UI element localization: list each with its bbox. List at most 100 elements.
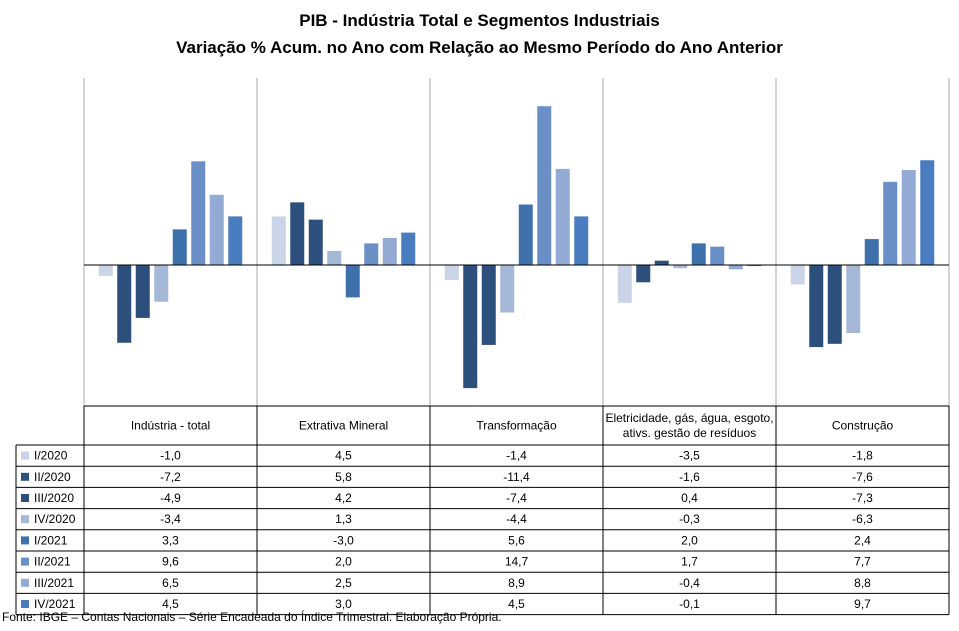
bar-constru-o-i-2021 bbox=[864, 239, 879, 265]
bar-constru-o-ii-2021 bbox=[883, 181, 898, 265]
data-label-ind-stria-total-ii-2020: -7,2 bbox=[160, 470, 181, 484]
data-label-eletricidade-g-s-gua-esgoto-ativs-gest-o-de-res-duos-ii-2021: 1,7 bbox=[681, 555, 698, 569]
bar-ind-stria-total-ii-2020 bbox=[117, 265, 132, 343]
data-label-extrativa-mineral-i-2021: -3,0 bbox=[333, 533, 354, 547]
legend-swatch-iv-2021 bbox=[21, 600, 29, 608]
data-label-eletricidade-g-s-gua-esgoto-ativs-gest-o-de-res-duos-iv-2021: -0,1 bbox=[679, 597, 700, 611]
legend-label-ii-2021: II/2021 bbox=[34, 555, 71, 569]
bar-eletricidade-g-s-gua-esgoto-ativs-gest-o-de-res-duos-iii-2021 bbox=[728, 265, 743, 270]
bar-extrativa-mineral-i-2020 bbox=[271, 216, 286, 265]
bar-constru-o-iii-2021 bbox=[901, 169, 916, 265]
data-label-ind-stria-total-i-2020: -1,0 bbox=[160, 449, 181, 463]
data-label-constru-o-ii-2020: -7,6 bbox=[852, 470, 873, 484]
data-label-extrativa-mineral-i-2020: 4,5 bbox=[335, 449, 352, 463]
data-label-extrativa-mineral-iii-2020: 4,2 bbox=[335, 491, 352, 505]
bar-extrativa-mineral-iii-2020 bbox=[308, 219, 323, 265]
data-label-extrativa-mineral-ii-2021: 2,0 bbox=[335, 555, 352, 569]
bar-transforma-o-ii-2021 bbox=[537, 106, 552, 266]
data-label-ind-stria-total-iii-2021: 6,5 bbox=[162, 576, 179, 590]
legend-swatch-iv-2020 bbox=[21, 515, 29, 524]
data-label-transforma-o-ii-2021: 14,7 bbox=[505, 555, 529, 569]
data-label-extrativa-mineral-iii-2021: 2,5 bbox=[335, 576, 352, 590]
legend-swatch-ii-2020 bbox=[21, 472, 29, 481]
bar-ind-stria-total-iii-2020 bbox=[135, 265, 150, 318]
category-label-ind-stria-total: Indústria - total bbox=[131, 419, 210, 433]
bar-transforma-o-iv-2020 bbox=[500, 265, 515, 313]
data-label-constru-o-iv-2021: 9,7 bbox=[854, 597, 871, 611]
data-label-ind-stria-total-iii-2020: -4,9 bbox=[160, 491, 181, 505]
bar-ind-stria-total-i-2020 bbox=[98, 265, 113, 276]
data-label-ind-stria-total-ii-2021: 9,6 bbox=[162, 555, 179, 569]
data-label-extrativa-mineral-ii-2020: 5,8 bbox=[335, 470, 352, 484]
bar-extrativa-mineral-iii-2021 bbox=[382, 238, 397, 265]
data-label-transforma-o-iv-2021: 4,5 bbox=[508, 597, 525, 611]
bar-extrativa-mineral-i-2021 bbox=[345, 265, 360, 298]
bar-eletricidade-g-s-gua-esgoto-ativs-gest-o-de-res-duos-i-2021 bbox=[691, 243, 706, 265]
legend-swatch-ii-2021 bbox=[21, 557, 29, 566]
category-label-extrativa-mineral: Extrativa Mineral bbox=[299, 419, 388, 433]
bar-extrativa-mineral-ii-2021 bbox=[364, 243, 379, 265]
bar-extrativa-mineral-ii-2020 bbox=[290, 202, 305, 265]
data-label-extrativa-mineral-iv-2021: 3,0 bbox=[335, 597, 352, 611]
legend-swatch-iii-2021 bbox=[21, 578, 29, 587]
data-label-transforma-o-i-2021: 5,6 bbox=[508, 533, 525, 547]
category-label-eletricidade-g-s-gua-esgoto-ativs-gest-o-de-res-duos: ativs. gestão de resíduos bbox=[623, 426, 756, 440]
bar-transforma-o-iii-2020 bbox=[481, 265, 496, 345]
bar-ind-stria-total-i-2021 bbox=[172, 229, 187, 265]
legend-swatch-iii-2020 bbox=[21, 494, 29, 502]
chart-subtitle: Variação % Acum. no Ano com Relação ao M… bbox=[176, 38, 783, 57]
data-label-eletricidade-g-s-gua-esgoto-ativs-gest-o-de-res-duos-i-2020: -3,5 bbox=[679, 449, 700, 463]
bar-eletricidade-g-s-gua-esgoto-ativs-gest-o-de-res-duos-iv-2020 bbox=[673, 265, 688, 269]
bar-eletricidade-g-s-gua-esgoto-ativs-gest-o-de-res-duos-iii-2020 bbox=[654, 260, 669, 265]
bar-ind-stria-total-ii-2021 bbox=[191, 161, 206, 265]
source-note: Fonte: IBGE – Contas Nacionais – Série E… bbox=[2, 610, 502, 624]
legend-label-iv-2020: IV/2020 bbox=[34, 512, 76, 526]
legend-label-ii-2020: II/2020 bbox=[34, 470, 71, 484]
bar-constru-o-iii-2020 bbox=[827, 265, 842, 344]
data-label-constru-o-ii-2021: 7,7 bbox=[854, 555, 871, 569]
bar-transforma-o-i-2021 bbox=[518, 204, 533, 265]
bar-eletricidade-g-s-gua-esgoto-ativs-gest-o-de-res-duos-ii-2021 bbox=[710, 246, 725, 265]
legend-swatch-i-2021 bbox=[21, 536, 29, 545]
bar-eletricidade-g-s-gua-esgoto-ativs-gest-o-de-res-duos-ii-2020 bbox=[636, 265, 651, 283]
legend-label-i-2020: I/2020 bbox=[34, 449, 68, 463]
data-label-extrativa-mineral-iv-2020: 1,3 bbox=[335, 512, 352, 526]
data-label-eletricidade-g-s-gua-esgoto-ativs-gest-o-de-res-duos-iii-2020: 0,4 bbox=[681, 491, 698, 505]
bar-transforma-o-i-2020 bbox=[444, 265, 459, 281]
legend-label-i-2021: I/2021 bbox=[34, 533, 68, 547]
bar-eletricidade-g-s-gua-esgoto-ativs-gest-o-de-res-duos-iv-2021 bbox=[747, 265, 762, 267]
legend-label-iv-2021: IV/2021 bbox=[34, 597, 76, 611]
data-label-eletricidade-g-s-gua-esgoto-ativs-gest-o-de-res-duos-iii-2021: -0,4 bbox=[679, 576, 700, 590]
data-label-constru-o-iii-2020: -7,3 bbox=[852, 491, 873, 505]
data-label-transforma-o-i-2020: -1,4 bbox=[506, 449, 527, 463]
data-label-eletricidade-g-s-gua-esgoto-ativs-gest-o-de-res-duos-i-2021: 2,0 bbox=[681, 533, 698, 547]
data-label-constru-o-i-2020: -1,8 bbox=[852, 449, 873, 463]
data-label-ind-stria-total-iv-2021: 4,5 bbox=[162, 597, 179, 611]
data-label-transforma-o-iii-2020: -7,4 bbox=[506, 491, 527, 505]
bar-ind-stria-total-iii-2021 bbox=[209, 194, 224, 265]
data-label-transforma-o-iii-2021: 8,9 bbox=[508, 576, 525, 590]
bar-constru-o-iv-2021 bbox=[920, 160, 935, 265]
bar-constru-o-ii-2020 bbox=[809, 265, 824, 348]
data-label-transforma-o-ii-2020: -11,4 bbox=[503, 470, 530, 484]
legend-label-iii-2021: III/2021 bbox=[34, 576, 74, 590]
data-label-ind-stria-total-iv-2020: -3,4 bbox=[160, 512, 181, 526]
bar-constru-o-iv-2020 bbox=[846, 265, 861, 334]
bar-ind-stria-total-iv-2020 bbox=[154, 265, 169, 302]
data-label-constru-o-iv-2020: -6,3 bbox=[852, 512, 873, 526]
category-label-constru-o: Construção bbox=[832, 419, 894, 433]
bar-extrativa-mineral-iv-2021 bbox=[401, 232, 416, 265]
bar-ind-stria-total-iv-2021 bbox=[228, 216, 243, 265]
bar-constru-o-i-2020 bbox=[790, 265, 805, 285]
legend-label-iii-2020: III/2020 bbox=[34, 491, 74, 505]
legend-swatch-i-2020 bbox=[21, 451, 29, 460]
category-label-transforma-o: Transformação bbox=[476, 419, 557, 433]
chart-title: PIB - Indústria Total e Segmentos Indust… bbox=[299, 11, 660, 30]
data-label-ind-stria-total-i-2021: 3,3 bbox=[162, 533, 179, 547]
category-label-eletricidade-g-s-gua-esgoto-ativs-gest-o-de-res-duos: Eletricidade, gás, água, esgoto, bbox=[605, 411, 773, 425]
data-label-transforma-o-iv-2020: -4,4 bbox=[506, 512, 527, 526]
bar-eletricidade-g-s-gua-esgoto-ativs-gest-o-de-res-duos-i-2020 bbox=[617, 265, 632, 303]
data-label-eletricidade-g-s-gua-esgoto-ativs-gest-o-de-res-duos-ii-2020: -1,6 bbox=[679, 470, 700, 484]
data-label-eletricidade-g-s-gua-esgoto-ativs-gest-o-de-res-duos-iv-2020: -0,3 bbox=[679, 512, 700, 526]
